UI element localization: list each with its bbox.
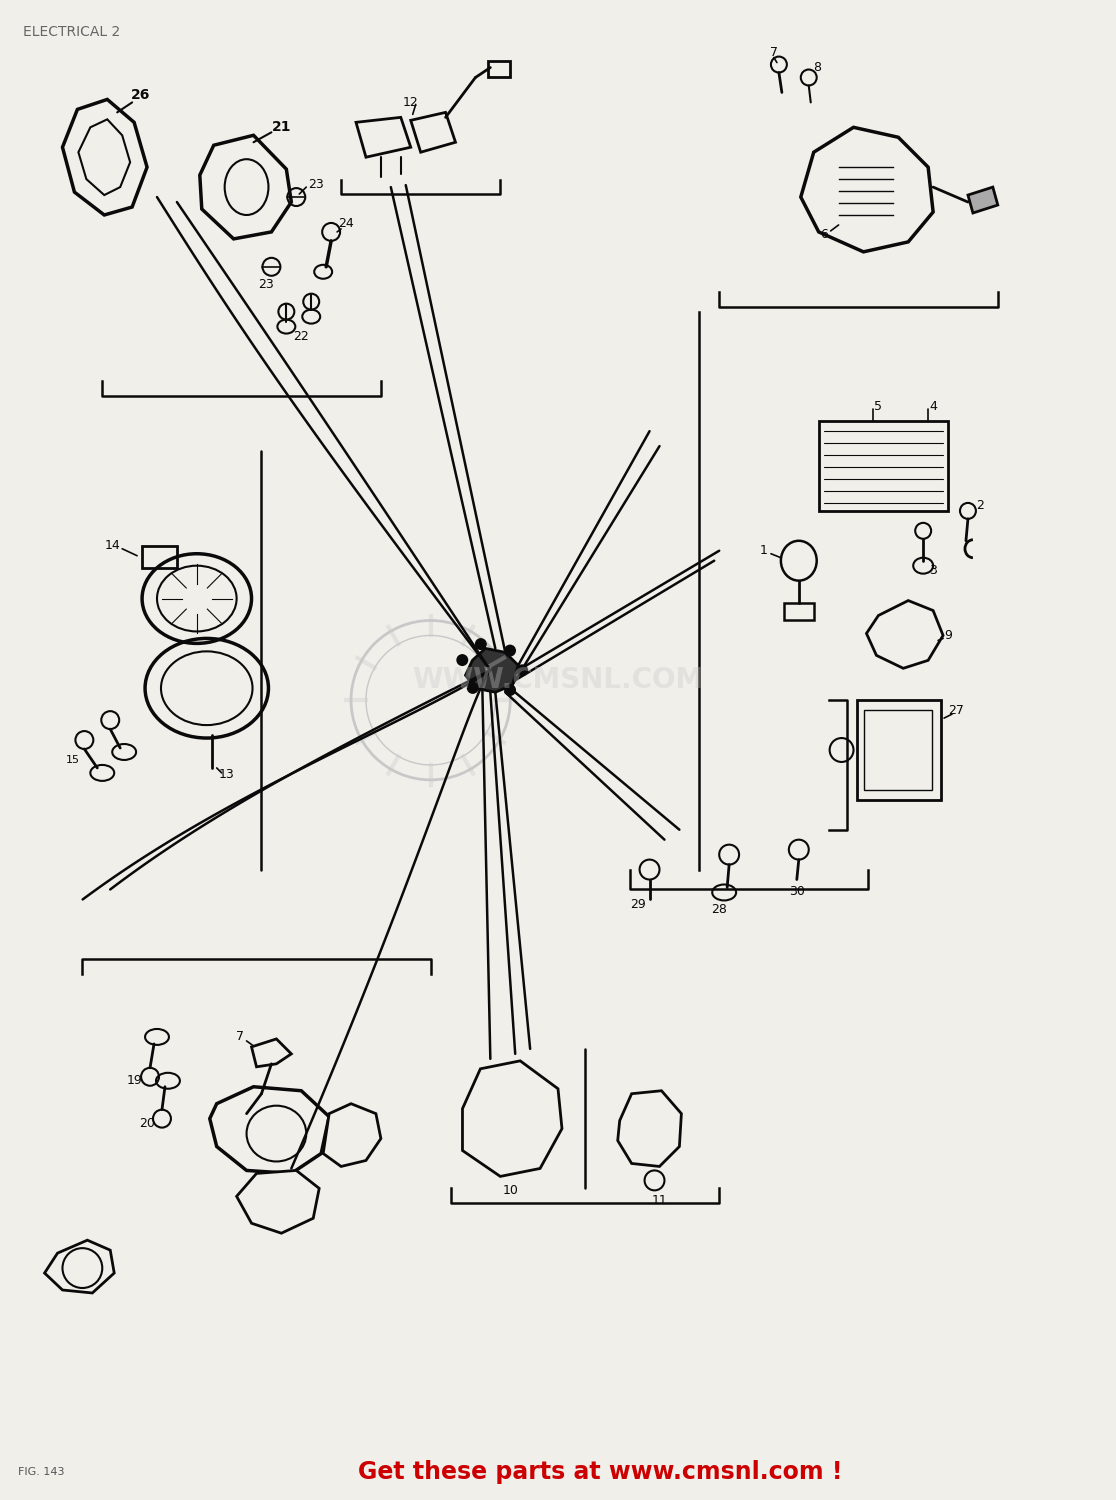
Polygon shape [62,99,147,214]
Ellipse shape [504,684,516,696]
Polygon shape [78,120,131,195]
Text: Get these parts at www.cmsnl.com !: Get these parts at www.cmsnl.com ! [357,1461,843,1485]
Text: 26: 26 [131,88,150,102]
Text: 8: 8 [812,62,820,74]
Text: 6: 6 [820,228,828,242]
Ellipse shape [504,645,516,657]
Polygon shape [237,1170,319,1233]
Bar [856,700,941,800]
Text: 19: 19 [126,1074,142,1088]
Ellipse shape [517,664,528,676]
Ellipse shape [456,654,469,666]
Bar [142,546,177,567]
Polygon shape [45,1240,114,1293]
Text: ELECTRICAL 2: ELECTRICAL 2 [22,24,119,39]
Text: 29: 29 [629,898,645,910]
Bar [489,60,510,76]
Text: 7: 7 [235,1030,243,1044]
Ellipse shape [474,638,487,650]
Text: 4: 4 [930,400,937,412]
Text: 22: 22 [294,330,309,344]
Text: FIG. 143: FIG. 143 [18,1467,65,1478]
Text: 24: 24 [338,217,354,231]
Text: 9: 9 [944,628,952,642]
Text: 1: 1 [760,544,768,556]
Polygon shape [324,1104,381,1167]
Bar [865,710,932,791]
Text: 20: 20 [140,1118,155,1130]
Text: 7: 7 [770,46,778,58]
Text: 23: 23 [259,278,275,291]
Polygon shape [356,117,411,158]
Text: 12: 12 [403,96,418,109]
Text: 13: 13 [219,768,234,782]
Text: 15: 15 [66,754,79,765]
Text: 2: 2 [976,500,984,513]
Polygon shape [465,648,518,692]
Text: WWW.CMSNL.COM: WWW.CMSNL.COM [413,666,703,694]
Polygon shape [617,1090,682,1167]
Polygon shape [801,128,933,252]
Text: 10: 10 [502,1184,518,1197]
Text: 5: 5 [875,400,883,412]
Text: 30: 30 [789,885,805,898]
Text: 23: 23 [308,177,324,190]
Polygon shape [866,600,943,669]
Ellipse shape [466,682,479,694]
Text: 14: 14 [105,540,121,552]
Polygon shape [462,1060,562,1176]
Text: 3: 3 [930,564,937,578]
Text: 27: 27 [949,704,964,717]
Polygon shape [251,1040,291,1066]
Polygon shape [411,112,455,152]
Polygon shape [200,135,291,238]
Text: 28: 28 [711,903,728,916]
Polygon shape [968,188,998,213]
Bar [783,603,814,621]
Polygon shape [210,1086,329,1173]
Bar [819,422,949,512]
Text: 21: 21 [271,120,291,135]
Text: 11: 11 [652,1194,667,1208]
